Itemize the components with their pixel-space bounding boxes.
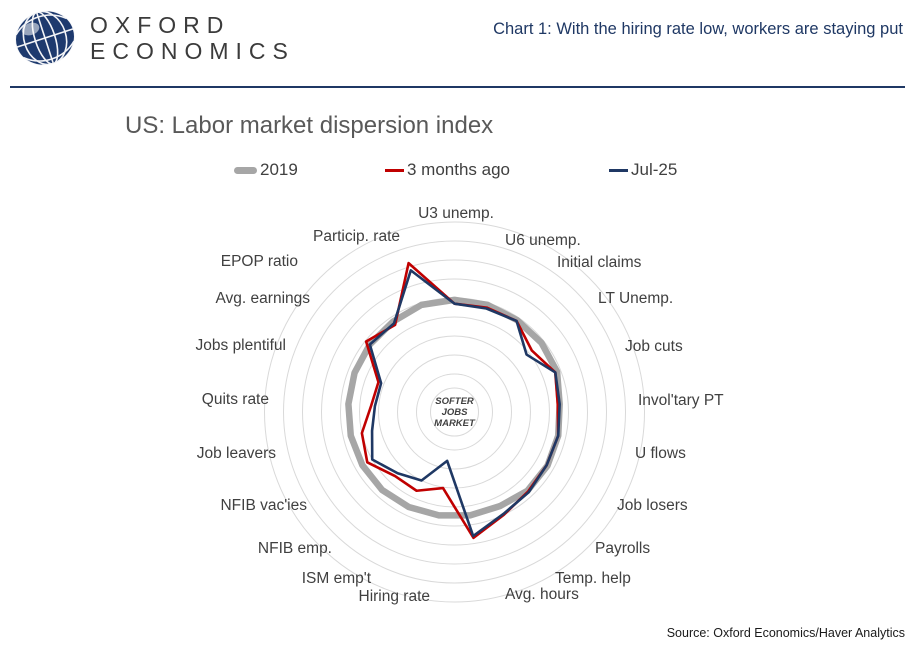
series-line-2019 — [345, 296, 563, 519]
category-label-job-cuts: Job cuts — [625, 338, 683, 355]
category-label-avg-earnings: Avg. earnings — [216, 290, 311, 307]
legend-label-jul-25: Jul-25 — [631, 160, 678, 179]
gridline-ring — [264, 221, 645, 603]
category-label-lt-unemp-: LT Unemp. — [598, 290, 673, 307]
chart-header-title: Chart 1: With the hiring rate low, worke… — [493, 20, 903, 38]
legend-item-2019: 2019 — [234, 160, 298, 180]
legend-label-2019: 2019 — [260, 160, 298, 179]
gridline-ring — [397, 354, 512, 470]
gridline-ring — [321, 278, 588, 546]
category-label-job-losers: Job losers — [617, 497, 688, 514]
gridline-ring — [378, 335, 531, 489]
category-label-hiring-rate: Hiring rate — [359, 588, 431, 605]
series-line-jul-25 — [368, 269, 561, 538]
center-ring — [430, 387, 479, 437]
source-attribution: Source: Oxford Economics/Haver Analytics — [666, 626, 905, 640]
category-label-job-leavers: Job leavers — [197, 445, 277, 462]
category-label-u6-unemp-: U6 unemp. — [505, 232, 581, 249]
chart-title: US: Labor market dispersion index — [125, 112, 494, 139]
category-label-nfib-emp-: NFIB emp. — [258, 540, 332, 557]
category-label-particip-rate: Particip. rate — [313, 228, 400, 245]
category-label-payrolls: Payrolls — [595, 540, 650, 557]
category-label-u3-unemp-: U3 unemp. — [418, 205, 494, 222]
gridline-ring — [416, 373, 493, 451]
legend-item-3-months-ago: 3 months ago — [385, 160, 510, 180]
legend-label-3-months-ago: 3 months ago — [407, 160, 511, 179]
category-label-epop-ratio: EPOP ratio — [221, 253, 298, 270]
legend-swatch-jul-25 — [609, 168, 628, 172]
header-divider — [10, 86, 905, 88]
category-label-quits-rate: Quits rate — [202, 391, 269, 408]
category-label-temp-help: Temp. help — [555, 570, 631, 587]
category-label-initial-claims: Initial claims — [557, 254, 642, 271]
legend-item-jul-25: Jul-25 — [609, 160, 677, 180]
logo-word-oxford: OXFORD — [90, 12, 231, 38]
category-label-nfib-vac-ies: NFIB vac'ies — [220, 497, 307, 514]
legend-swatch-3-months-ago — [385, 168, 404, 172]
oxford-economics-logo-text: OXFORD ECONOMICS — [90, 12, 295, 64]
series-line-3-months-ago — [360, 261, 560, 540]
category-label-avg-hours: Avg. hours — [505, 586, 579, 603]
category-label-u-flows: U flows — [635, 445, 686, 462]
center-label: SOFTER JOBS MARKET — [434, 396, 476, 429]
category-label-invol-tary-pt: Invol'tary PT — [638, 392, 724, 409]
logo-word-economics: ECONOMICS — [90, 38, 295, 64]
center-mask — [423, 381, 486, 443]
oxford-economics-globe-icon — [14, 9, 76, 67]
category-label-jobs-plentiful: Jobs plentiful — [196, 337, 286, 354]
gridline-ring — [283, 240, 626, 584]
gridline-ring — [302, 259, 607, 565]
category-label-ism-emp-t: ISM emp't — [302, 570, 372, 587]
legend-swatch-2019 — [234, 166, 257, 174]
